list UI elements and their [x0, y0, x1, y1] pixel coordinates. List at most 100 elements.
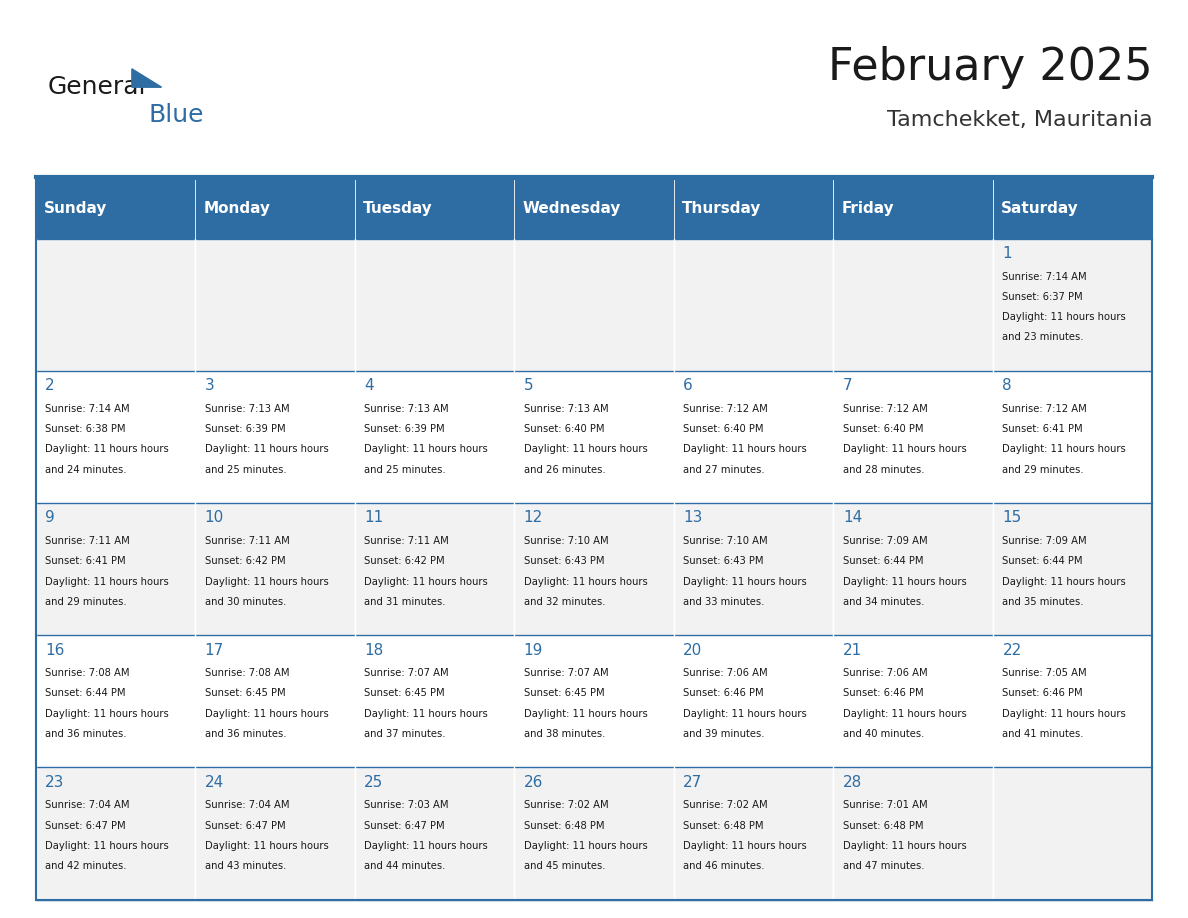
Text: February 2025: February 2025 — [828, 46, 1152, 89]
Text: Sunset: 6:48 PM: Sunset: 6:48 PM — [524, 821, 605, 831]
Text: 7: 7 — [842, 378, 853, 393]
Text: and 31 minutes.: and 31 minutes. — [365, 597, 446, 607]
FancyBboxPatch shape — [355, 371, 514, 503]
Text: Sunrise: 7:11 AM: Sunrise: 7:11 AM — [45, 536, 129, 546]
FancyBboxPatch shape — [674, 635, 833, 767]
FancyBboxPatch shape — [36, 767, 195, 900]
Text: and 28 minutes.: and 28 minutes. — [842, 465, 924, 475]
Text: Daylight: 11 hours hours: Daylight: 11 hours hours — [683, 444, 807, 454]
Text: General: General — [48, 75, 146, 99]
Text: Thursday: Thursday — [682, 201, 762, 217]
Text: and 33 minutes.: and 33 minutes. — [683, 597, 765, 607]
Text: Sunset: 6:44 PM: Sunset: 6:44 PM — [842, 556, 923, 566]
FancyBboxPatch shape — [195, 179, 355, 239]
Text: 24: 24 — [204, 775, 225, 789]
Text: 12: 12 — [524, 510, 543, 525]
Text: 13: 13 — [683, 510, 703, 525]
Text: Sunset: 6:46 PM: Sunset: 6:46 PM — [683, 688, 764, 699]
Text: Sunset: 6:47 PM: Sunset: 6:47 PM — [45, 821, 126, 831]
Text: and 44 minutes.: and 44 minutes. — [365, 861, 446, 871]
Text: Sunset: 6:42 PM: Sunset: 6:42 PM — [365, 556, 444, 566]
Text: Daylight: 11 hours hours: Daylight: 11 hours hours — [1003, 312, 1126, 322]
FancyBboxPatch shape — [195, 767, 355, 900]
Text: 25: 25 — [365, 775, 384, 789]
FancyBboxPatch shape — [514, 179, 674, 239]
FancyBboxPatch shape — [993, 371, 1152, 503]
Text: Sunset: 6:38 PM: Sunset: 6:38 PM — [45, 424, 126, 434]
Text: and 25 minutes.: and 25 minutes. — [204, 465, 286, 475]
Text: 19: 19 — [524, 643, 543, 657]
FancyBboxPatch shape — [674, 179, 833, 239]
Text: 18: 18 — [365, 643, 384, 657]
Text: 14: 14 — [842, 510, 862, 525]
FancyBboxPatch shape — [993, 767, 1152, 900]
FancyBboxPatch shape — [355, 503, 514, 635]
Text: Daylight: 11 hours hours: Daylight: 11 hours hours — [204, 577, 329, 587]
Text: Tamchekket, Mauritania: Tamchekket, Mauritania — [886, 110, 1152, 130]
FancyBboxPatch shape — [993, 239, 1152, 371]
FancyBboxPatch shape — [674, 503, 833, 635]
FancyBboxPatch shape — [993, 503, 1152, 635]
Text: and 24 minutes.: and 24 minutes. — [45, 465, 127, 475]
FancyBboxPatch shape — [514, 239, 674, 371]
Text: Daylight: 11 hours hours: Daylight: 11 hours hours — [842, 709, 967, 719]
Text: Daylight: 11 hours hours: Daylight: 11 hours hours — [524, 444, 647, 454]
Text: Sunrise: 7:10 AM: Sunrise: 7:10 AM — [524, 536, 608, 546]
Text: Sunset: 6:43 PM: Sunset: 6:43 PM — [683, 556, 764, 566]
Text: 17: 17 — [204, 643, 225, 657]
Text: Daylight: 11 hours hours: Daylight: 11 hours hours — [524, 841, 647, 851]
FancyBboxPatch shape — [195, 503, 355, 635]
Text: Saturday: Saturday — [1000, 201, 1079, 217]
Text: Sunset: 6:46 PM: Sunset: 6:46 PM — [1003, 688, 1083, 699]
Text: Sunset: 6:42 PM: Sunset: 6:42 PM — [204, 556, 285, 566]
FancyBboxPatch shape — [355, 635, 514, 767]
Text: Sunset: 6:41 PM: Sunset: 6:41 PM — [45, 556, 126, 566]
Text: Sunset: 6:40 PM: Sunset: 6:40 PM — [683, 424, 764, 434]
Text: 16: 16 — [45, 643, 64, 657]
Text: and 34 minutes.: and 34 minutes. — [842, 597, 924, 607]
FancyBboxPatch shape — [355, 767, 514, 900]
FancyBboxPatch shape — [674, 239, 833, 371]
Text: 23: 23 — [45, 775, 64, 789]
Text: Daylight: 11 hours hours: Daylight: 11 hours hours — [524, 577, 647, 587]
Text: Daylight: 11 hours hours: Daylight: 11 hours hours — [45, 841, 169, 851]
FancyBboxPatch shape — [674, 371, 833, 503]
FancyBboxPatch shape — [833, 635, 993, 767]
Text: Blue: Blue — [148, 103, 204, 127]
FancyBboxPatch shape — [355, 179, 514, 239]
Text: Monday: Monday — [203, 201, 270, 217]
Text: Sunrise: 7:12 AM: Sunrise: 7:12 AM — [842, 404, 928, 414]
FancyBboxPatch shape — [36, 503, 195, 635]
Text: 26: 26 — [524, 775, 543, 789]
Text: Daylight: 11 hours hours: Daylight: 11 hours hours — [524, 709, 647, 719]
FancyBboxPatch shape — [36, 179, 195, 239]
Text: Sunrise: 7:11 AM: Sunrise: 7:11 AM — [365, 536, 449, 546]
FancyBboxPatch shape — [674, 767, 833, 900]
Text: Sunset: 6:48 PM: Sunset: 6:48 PM — [842, 821, 923, 831]
Text: 22: 22 — [1003, 643, 1022, 657]
Text: Sunrise: 7:13 AM: Sunrise: 7:13 AM — [365, 404, 449, 414]
Polygon shape — [132, 69, 162, 87]
Text: Sunrise: 7:07 AM: Sunrise: 7:07 AM — [524, 668, 608, 678]
Text: Daylight: 11 hours hours: Daylight: 11 hours hours — [204, 444, 329, 454]
Text: Sunset: 6:41 PM: Sunset: 6:41 PM — [1003, 424, 1083, 434]
Text: Tuesday: Tuesday — [362, 201, 432, 217]
Text: Daylight: 11 hours hours: Daylight: 11 hours hours — [842, 444, 967, 454]
Text: 2: 2 — [45, 378, 55, 393]
Text: 20: 20 — [683, 643, 702, 657]
FancyBboxPatch shape — [195, 371, 355, 503]
Text: Sunset: 6:39 PM: Sunset: 6:39 PM — [204, 424, 285, 434]
FancyBboxPatch shape — [195, 635, 355, 767]
Text: and 46 minutes.: and 46 minutes. — [683, 861, 765, 871]
FancyBboxPatch shape — [514, 635, 674, 767]
FancyBboxPatch shape — [514, 503, 674, 635]
Text: Sunrise: 7:13 AM: Sunrise: 7:13 AM — [204, 404, 290, 414]
Text: and 36 minutes.: and 36 minutes. — [45, 729, 127, 739]
Text: 5: 5 — [524, 378, 533, 393]
Text: and 42 minutes.: and 42 minutes. — [45, 861, 127, 871]
Text: Sunday: Sunday — [44, 201, 107, 217]
Text: Daylight: 11 hours hours: Daylight: 11 hours hours — [683, 841, 807, 851]
Text: 8: 8 — [1003, 378, 1012, 393]
Text: Sunset: 6:44 PM: Sunset: 6:44 PM — [1003, 556, 1083, 566]
Text: Sunset: 6:47 PM: Sunset: 6:47 PM — [365, 821, 444, 831]
